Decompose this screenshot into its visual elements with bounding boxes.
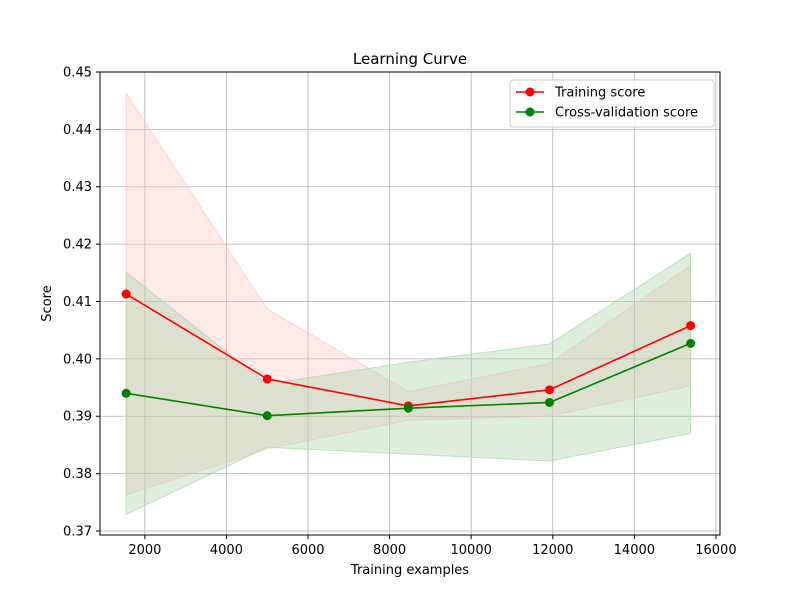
y-tick-label: 0.43 xyxy=(63,180,92,195)
x-axis-label: Training examples xyxy=(350,563,469,578)
plot-frame xyxy=(99,71,721,536)
y-tick-label: 0.39 xyxy=(63,410,92,425)
legend: Training score Cross-validation score xyxy=(509,79,715,128)
series-points xyxy=(121,289,696,421)
y-axis-label: Score xyxy=(40,285,55,321)
training-score-point xyxy=(262,374,272,384)
training-score-point xyxy=(686,321,696,331)
x-tick-label: 8000 xyxy=(373,543,406,558)
chart-title: Learning Curve xyxy=(353,50,467,68)
confidence-bands xyxy=(125,91,692,516)
y-tick-label: 0.45 xyxy=(63,66,92,81)
legend-training-label: Training score xyxy=(554,86,645,101)
x-tick-label: 10000 xyxy=(451,543,492,558)
training-score-point xyxy=(545,385,554,395)
y-tick-label: 0.42 xyxy=(63,238,92,253)
y-axis-ticks: 0.37 0.38 0.39 0.40 0.41 0.42 0.43 0.44 0.45 xyxy=(63,66,100,539)
cross-validation-score-point xyxy=(262,411,272,421)
y-tick-label: 0.41 xyxy=(63,295,92,310)
cross-validation-score-point xyxy=(545,397,554,407)
y-tick-label: 0.38 xyxy=(63,467,92,482)
x-tick-label: 12000 xyxy=(532,543,573,558)
y-tick-label: 0.37 xyxy=(63,524,92,539)
training-score-point xyxy=(121,289,131,299)
y-tick-label: 0.44 xyxy=(63,123,92,138)
x-tick-label: 14000 xyxy=(614,543,655,558)
y-tick-label: 0.40 xyxy=(63,352,92,367)
legend-cross-validation-marker xyxy=(525,107,535,117)
cross-validation-score-point xyxy=(686,338,696,348)
legend-box xyxy=(509,79,715,128)
x-tick-label: 4000 xyxy=(210,543,243,558)
grid-lines xyxy=(100,71,720,535)
cross-validation-score-band xyxy=(125,252,692,516)
x-axis-ticks: 2000 4000 6000 8000 10000 12000 14000 16000 xyxy=(128,535,737,558)
cross-validation-score-point xyxy=(403,403,413,413)
x-tick-label: 16000 xyxy=(695,543,736,558)
x-tick-label: 2000 xyxy=(128,543,161,558)
x-tick-label: 6000 xyxy=(291,543,324,558)
cross-validation-score-point xyxy=(121,388,131,398)
legend-training-marker xyxy=(525,87,535,97)
legend-cross-validation-label: Cross-validation score xyxy=(555,106,698,121)
